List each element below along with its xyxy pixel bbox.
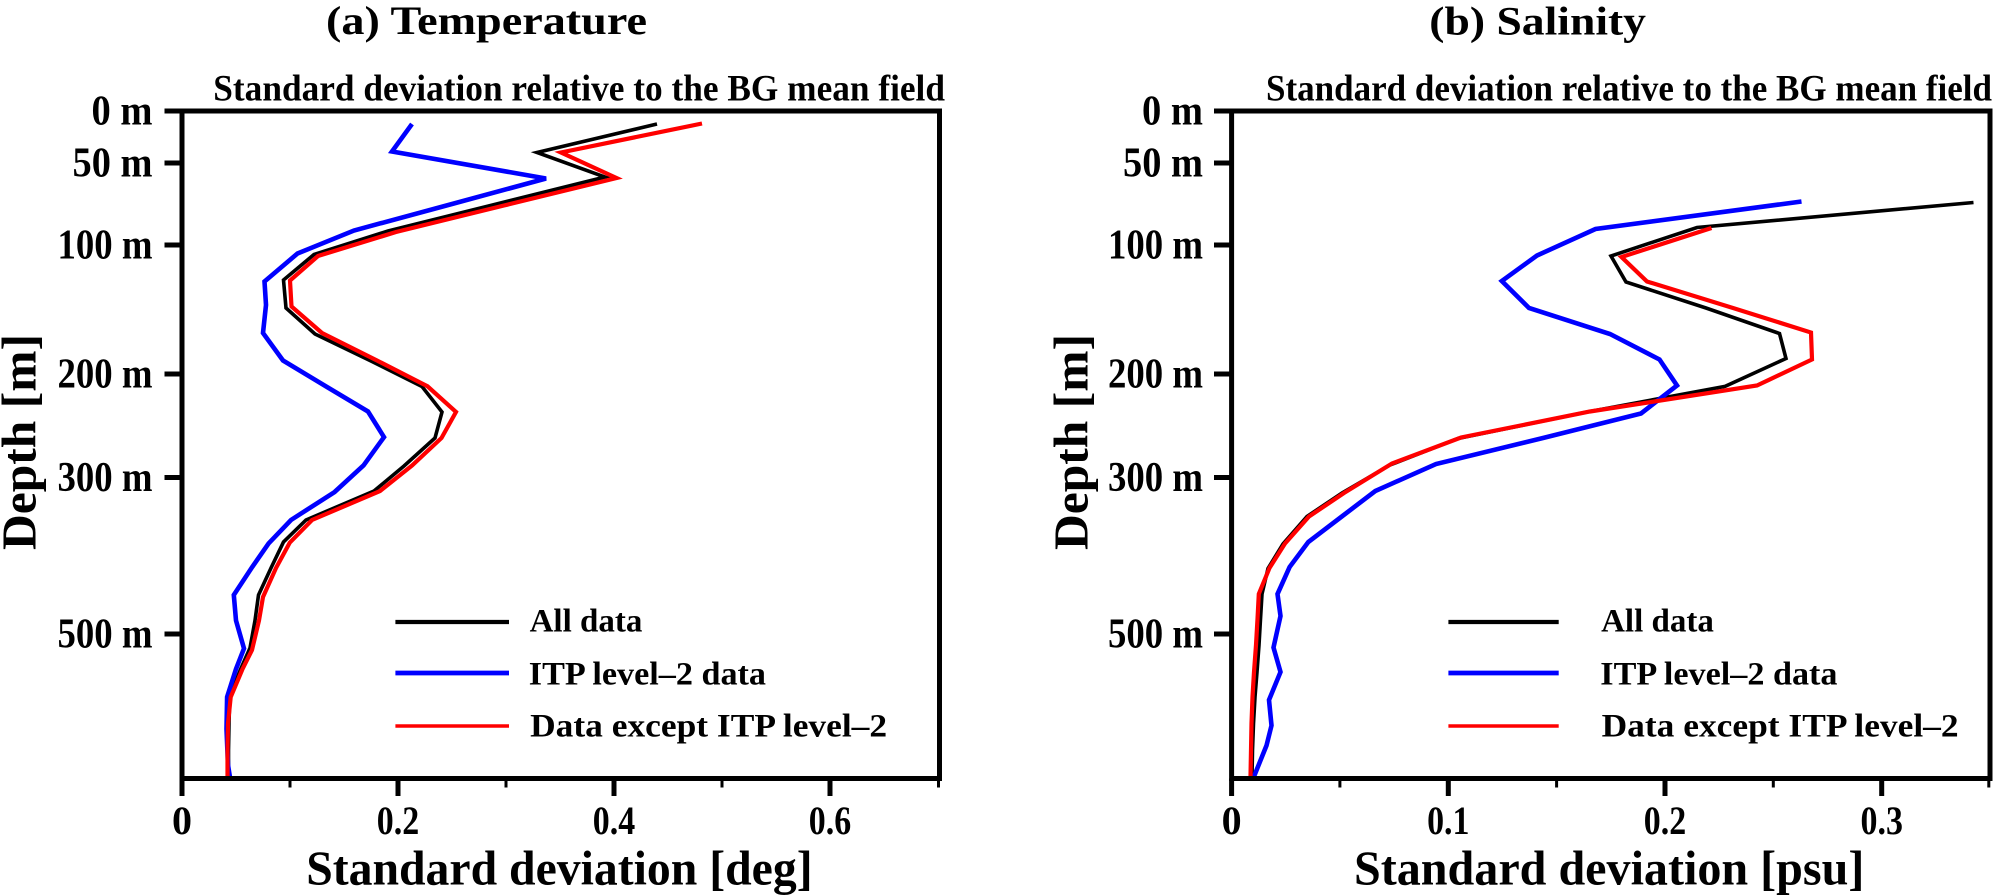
svg-text:Depth [m]: Depth [m] bbox=[0, 334, 46, 550]
svg-text:(b) Salinity: (b) Salinity bbox=[1429, 0, 1646, 44]
svg-text:Data except ITP level–2: Data except ITP level–2 bbox=[1602, 709, 1959, 745]
svg-text:50 m: 50 m bbox=[1123, 141, 1203, 187]
svg-text:300 m: 300 m bbox=[1108, 455, 1203, 501]
svg-text:Depth [m]: Depth [m] bbox=[1046, 334, 1099, 550]
svg-text:0: 0 bbox=[172, 798, 192, 843]
svg-text:(a) Temperature: (a) Temperature bbox=[326, 0, 647, 43]
svg-text:Standard deviation [psu]: Standard deviation [psu] bbox=[1354, 843, 1864, 896]
svg-text:ITP level–2 data: ITP level–2 data bbox=[529, 657, 766, 693]
svg-text:0.6: 0.6 bbox=[809, 798, 851, 843]
svg-text:0.1: 0.1 bbox=[1427, 798, 1469, 843]
svg-text:100 m: 100 m bbox=[1108, 223, 1203, 269]
svg-text:500 m: 500 m bbox=[1108, 612, 1203, 658]
svg-text:Standard deviation relative to: Standard deviation relative to the BG me… bbox=[1266, 68, 1992, 109]
svg-text:Standard deviation relative to: Standard deviation relative to the BG me… bbox=[213, 68, 945, 109]
svg-text:0 m: 0 m bbox=[1142, 89, 1203, 135]
svg-text:0: 0 bbox=[1222, 798, 1242, 843]
svg-text:100 m: 100 m bbox=[58, 223, 153, 269]
svg-text:0.3: 0.3 bbox=[1861, 798, 1903, 843]
svg-text:Data except ITP level–2: Data except ITP level–2 bbox=[530, 709, 887, 745]
svg-text:All data: All data bbox=[530, 604, 643, 640]
svg-text:All data: All data bbox=[1601, 604, 1714, 640]
svg-text:0.2: 0.2 bbox=[1644, 798, 1686, 843]
svg-text:0.2: 0.2 bbox=[377, 798, 419, 843]
svg-text:500 m: 500 m bbox=[58, 612, 153, 658]
svg-text:0.4: 0.4 bbox=[593, 798, 635, 843]
svg-text:200 m: 200 m bbox=[1108, 352, 1203, 398]
svg-text:300 m: 300 m bbox=[58, 455, 153, 501]
svg-text:50 m: 50 m bbox=[73, 141, 153, 187]
svg-text:0 m: 0 m bbox=[92, 89, 153, 135]
svg-text:Standard deviation [deg]: Standard deviation [deg] bbox=[306, 843, 812, 896]
svg-text:200 m: 200 m bbox=[58, 352, 153, 398]
svg-text:ITP level–2 data: ITP level–2 data bbox=[1600, 657, 1837, 693]
